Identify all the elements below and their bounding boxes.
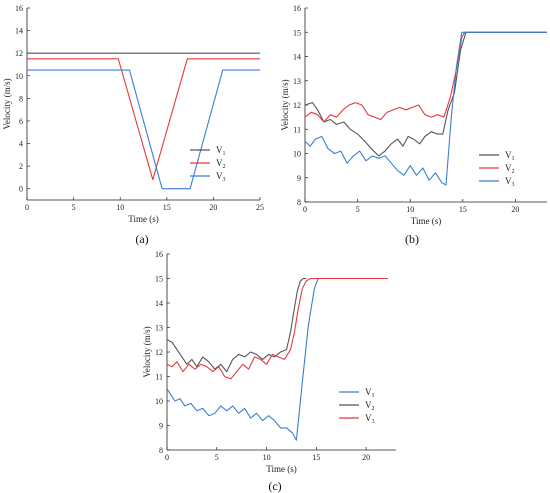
y-tick-label: 13 xyxy=(293,77,301,86)
y-tick-label: 16 xyxy=(15,4,23,13)
legend-label-v3: V3 xyxy=(216,171,226,183)
y-tick-label: 12 xyxy=(293,101,301,110)
y-tick-label: 4 xyxy=(19,140,23,149)
x-tick-label: 10 xyxy=(116,203,124,212)
legend-subscript: 3 xyxy=(223,177,226,183)
y-axis-title: Velocity (m/s) xyxy=(2,78,12,129)
x-tick-label: 20 xyxy=(511,205,519,214)
series-line-v2 xyxy=(304,31,547,123)
panel-label: (c) xyxy=(268,479,281,493)
x-tick-label: 10 xyxy=(263,453,271,462)
legend-subscript: 2 xyxy=(512,169,515,175)
x-tick-label: 5 xyxy=(72,203,76,212)
series-line-v1 xyxy=(166,278,319,441)
panel-label: (b) xyxy=(405,232,419,246)
legend-label-v3: V3 xyxy=(365,413,375,425)
x-tick-label: 0 xyxy=(165,453,169,462)
y-tick-label: 10 xyxy=(15,72,23,81)
legend-label-v2: V2 xyxy=(216,158,226,170)
legend-subscript: 2 xyxy=(223,164,226,170)
x-tick-label: 20 xyxy=(362,453,370,462)
y-tick-label: 6 xyxy=(19,117,23,126)
x-tick-label: 25 xyxy=(256,203,264,212)
legend-label-v1: V1 xyxy=(216,145,226,157)
y-tick-label: 8 xyxy=(297,198,301,207)
x-tick-label: 15 xyxy=(312,453,320,462)
x-tick-label: 0 xyxy=(303,205,307,214)
legend-subscript: 3 xyxy=(372,419,375,425)
x-axis-title: Time (s) xyxy=(266,464,296,474)
x-tick-label: 15 xyxy=(459,205,467,214)
y-tick-label: 13 xyxy=(155,324,163,333)
y-tick-label: 14 xyxy=(293,53,301,62)
x-tick-label: 5 xyxy=(356,205,360,214)
y-tick-label: 12 xyxy=(15,49,23,58)
y-tick-label: 10 xyxy=(155,397,163,406)
y-axis-title: Velocity (m/s) xyxy=(142,326,152,377)
y-tick-label: 10 xyxy=(293,150,301,159)
legend-label-v1: V1 xyxy=(505,150,515,162)
x-tick-label: 15 xyxy=(163,203,171,212)
y-tick-label: 9 xyxy=(159,422,163,431)
series-line-v3 xyxy=(27,69,260,190)
y-tick-label: 14 xyxy=(155,299,163,308)
series-line-v2 xyxy=(27,58,260,181)
y-tick-label: 15 xyxy=(293,28,301,37)
y-tick-label: 11 xyxy=(155,373,163,382)
series-line-v2 xyxy=(166,277,307,373)
y-tick-label: 0 xyxy=(19,185,23,194)
y-tick-label: 16 xyxy=(293,4,301,13)
y-tick-label: 9 xyxy=(297,174,301,183)
y-tick-label: 8 xyxy=(19,94,23,103)
legend-subscript: 1 xyxy=(223,151,226,157)
legend-subscript: 2 xyxy=(372,406,375,412)
series-line-v3 xyxy=(166,277,388,380)
x-tick-label: 20 xyxy=(209,203,217,212)
legend-subscript: 1 xyxy=(512,156,515,162)
y-tick-label: 11 xyxy=(293,125,301,134)
x-tick-label: 0 xyxy=(25,203,29,212)
y-tick-label: 12 xyxy=(155,348,163,357)
x-tick-label: 10 xyxy=(406,205,414,214)
legend-subscript: 1 xyxy=(372,393,375,399)
x-axis-title: Time (s) xyxy=(128,214,158,224)
y-axis-title: Velocity (m/s) xyxy=(280,79,290,130)
series-line-v3 xyxy=(304,31,547,186)
y-tick-label: 2 xyxy=(19,162,23,171)
y-tick-label: 14 xyxy=(15,27,23,36)
y-tick-label: 16 xyxy=(155,250,163,259)
series-line-v1 xyxy=(304,31,547,157)
legend-label-v3: V3 xyxy=(505,176,515,188)
x-axis-title: Time (s) xyxy=(411,216,441,226)
panel-label: (a) xyxy=(135,232,148,246)
x-tick-label: 5 xyxy=(215,453,219,462)
y-tick-label: 8 xyxy=(159,446,163,455)
y-tick-label: 15 xyxy=(155,275,163,284)
legend-label-v2: V2 xyxy=(505,163,515,175)
legend-label-v2: V2 xyxy=(365,400,375,412)
legend-label-v1: V1 xyxy=(365,387,375,399)
legend-subscript: 3 xyxy=(512,182,515,188)
